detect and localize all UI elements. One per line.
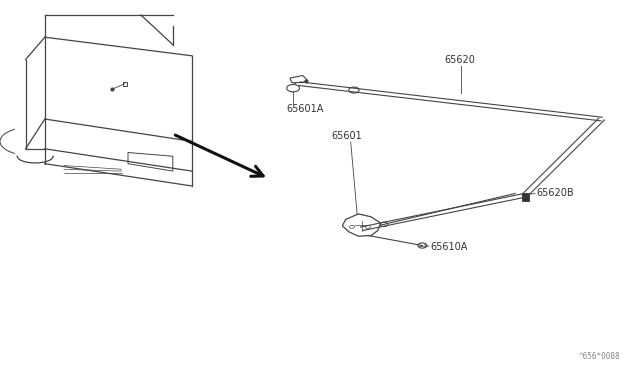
Bar [522,193,529,201]
Text: 65620B: 65620B [536,189,574,198]
Text: 65620: 65620 [445,55,476,65]
Text: ^656*0088: ^656*0088 [579,352,621,361]
Text: 65610A: 65610A [430,243,467,252]
Text: 65601: 65601 [331,131,362,141]
Text: 65601A: 65601A [287,104,324,114]
